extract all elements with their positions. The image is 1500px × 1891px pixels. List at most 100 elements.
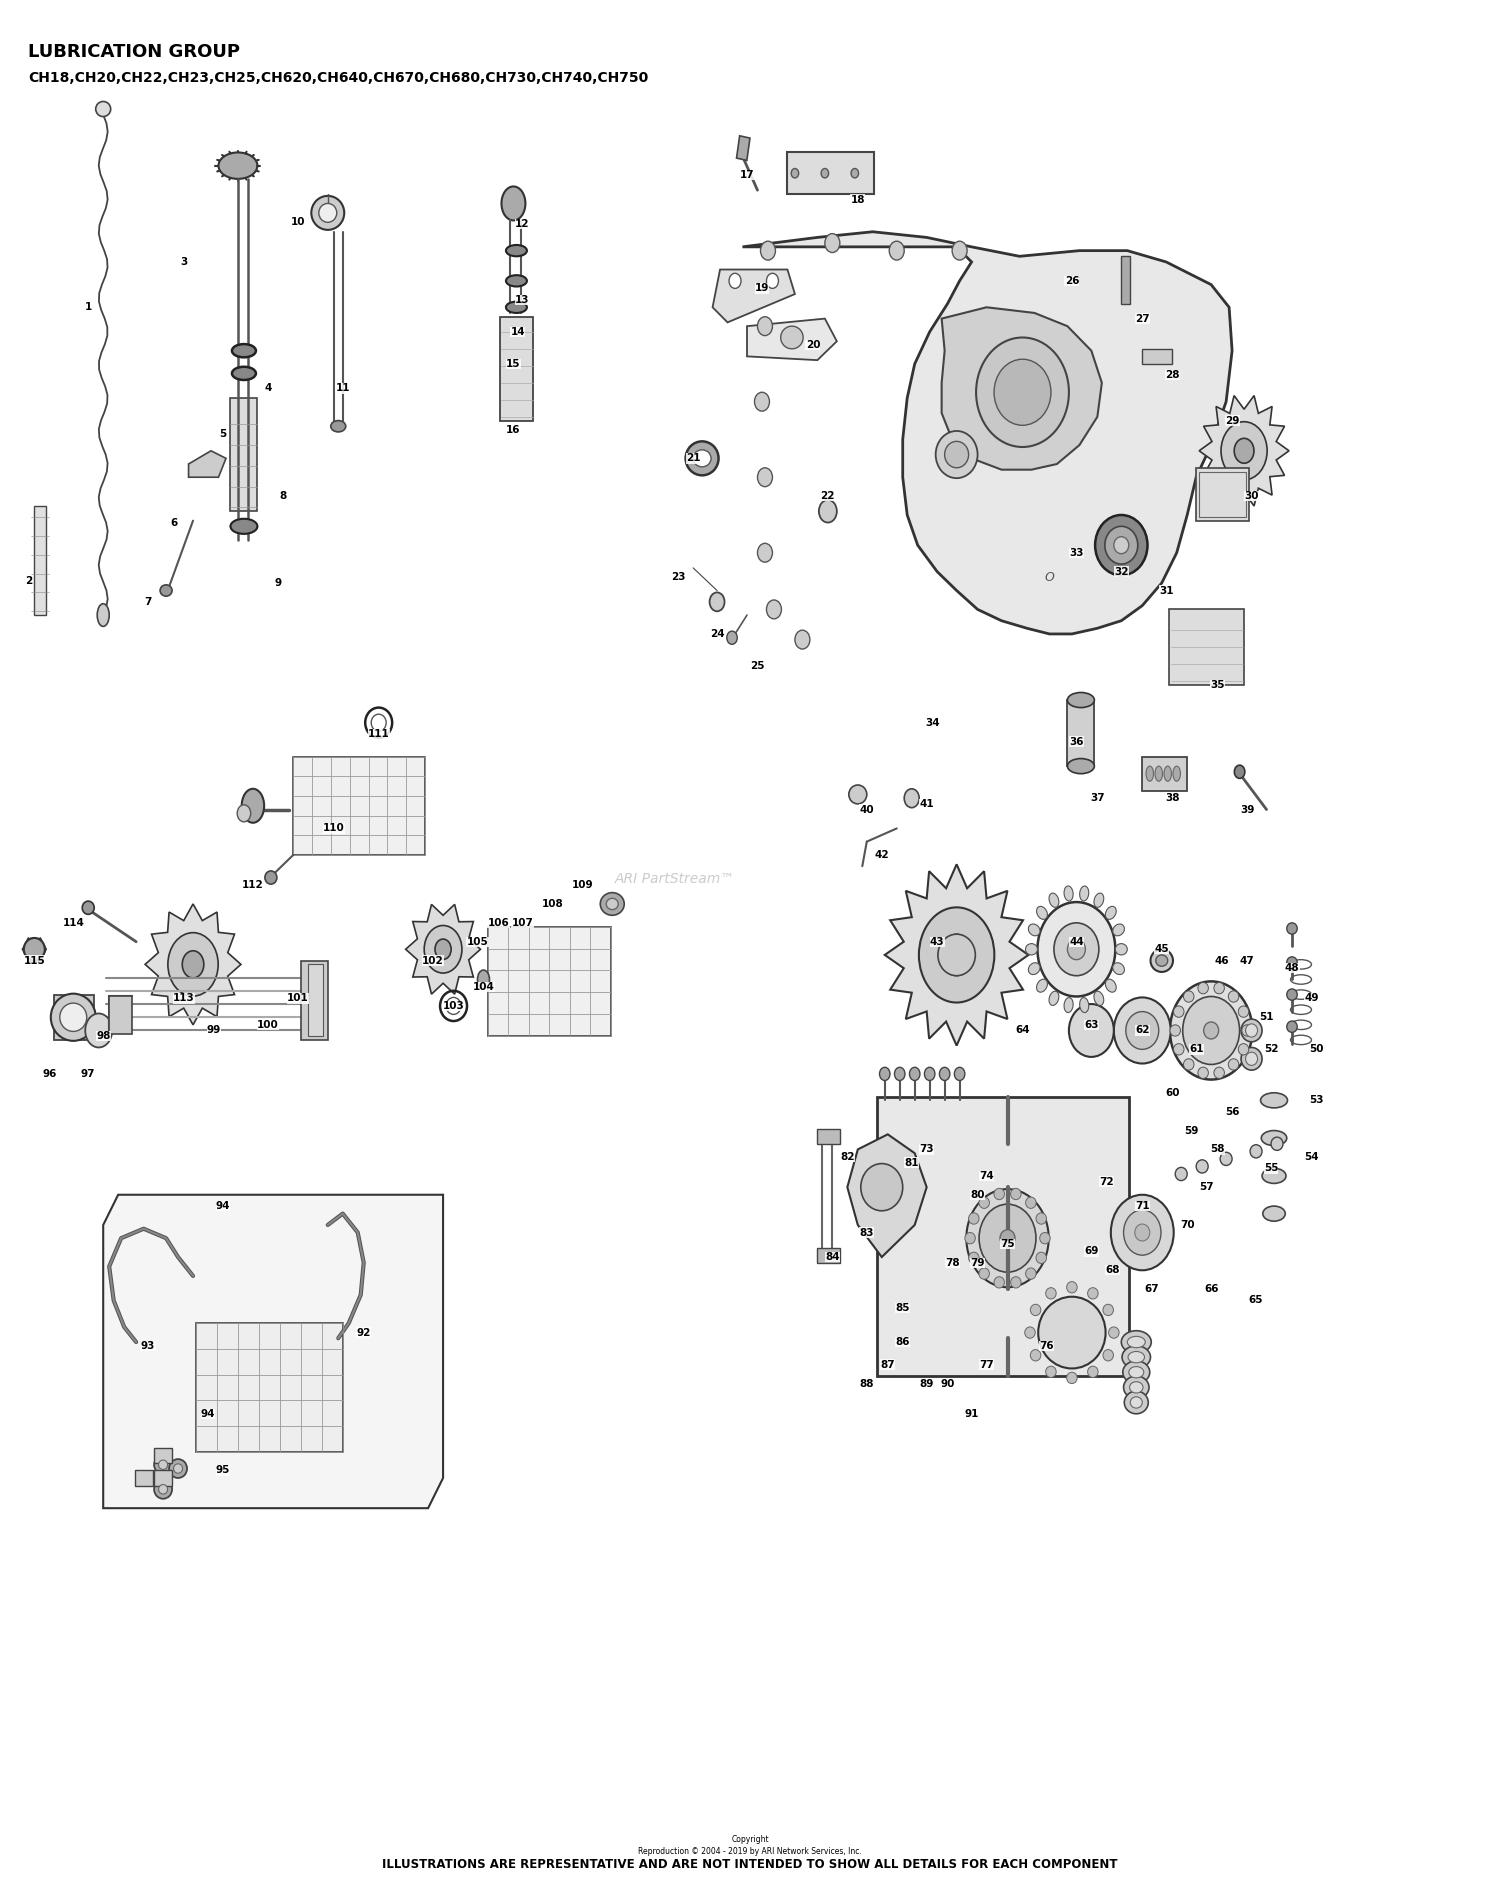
Ellipse shape <box>1240 1048 1262 1070</box>
Text: 6: 6 <box>170 518 177 528</box>
Bar <box>1168 609 1244 685</box>
Text: 105: 105 <box>466 936 489 947</box>
Ellipse shape <box>1245 1023 1257 1036</box>
Text: 74: 74 <box>980 1171 994 1180</box>
Text: 107: 107 <box>512 917 534 928</box>
Ellipse shape <box>1155 766 1162 781</box>
Text: 13: 13 <box>514 295 529 304</box>
Text: 34: 34 <box>926 719 940 728</box>
Ellipse shape <box>861 1163 903 1210</box>
Text: 55: 55 <box>1264 1163 1278 1172</box>
Text: 21: 21 <box>686 454 700 463</box>
Bar <box>818 1129 840 1144</box>
Text: 35: 35 <box>1210 681 1224 690</box>
Ellipse shape <box>242 789 264 823</box>
Polygon shape <box>146 904 242 1025</box>
Text: 114: 114 <box>63 917 84 928</box>
Text: 45: 45 <box>1155 944 1168 955</box>
Text: 26: 26 <box>1065 276 1078 286</box>
Ellipse shape <box>1036 906 1047 919</box>
Text: 72: 72 <box>1100 1176 1113 1186</box>
Ellipse shape <box>1240 1019 1262 1042</box>
Polygon shape <box>885 864 1029 1046</box>
Ellipse shape <box>766 599 782 618</box>
Text: 109: 109 <box>572 879 592 891</box>
Text: ARI PartStream™: ARI PartStream™ <box>615 872 735 887</box>
Bar <box>788 153 874 195</box>
Text: 84: 84 <box>825 1252 840 1261</box>
Ellipse shape <box>1170 981 1252 1080</box>
Ellipse shape <box>506 246 526 257</box>
Ellipse shape <box>1011 1276 1022 1288</box>
Text: 85: 85 <box>896 1303 910 1312</box>
Ellipse shape <box>890 242 904 261</box>
Ellipse shape <box>1260 1093 1287 1108</box>
Text: 9: 9 <box>274 579 282 588</box>
Ellipse shape <box>909 1067 920 1080</box>
Text: 97: 97 <box>81 1068 96 1080</box>
Ellipse shape <box>1173 766 1180 781</box>
Ellipse shape <box>1040 1233 1050 1244</box>
Ellipse shape <box>506 303 526 312</box>
Ellipse shape <box>231 518 258 533</box>
Ellipse shape <box>1128 1352 1144 1363</box>
Ellipse shape <box>964 1233 975 1244</box>
Text: 64: 64 <box>1016 1025 1031 1036</box>
Bar <box>1143 756 1186 790</box>
Ellipse shape <box>994 359 1052 425</box>
Ellipse shape <box>1088 1365 1098 1377</box>
Text: 80: 80 <box>970 1189 986 1199</box>
Text: 39: 39 <box>1240 804 1254 815</box>
Ellipse shape <box>1046 1288 1056 1299</box>
Ellipse shape <box>1128 1337 1146 1348</box>
Text: LUBRICATION GROUP: LUBRICATION GROUP <box>28 43 240 61</box>
Text: 94: 94 <box>201 1409 216 1418</box>
Ellipse shape <box>1026 1197 1036 1208</box>
Text: 91: 91 <box>964 1409 980 1418</box>
Ellipse shape <box>320 204 338 223</box>
Ellipse shape <box>1124 1377 1149 1399</box>
Ellipse shape <box>1024 1327 1035 1339</box>
Ellipse shape <box>606 898 618 910</box>
Text: 29: 29 <box>1226 416 1239 425</box>
Ellipse shape <box>160 584 172 596</box>
Bar <box>154 1471 172 1486</box>
Text: 49: 49 <box>1304 993 1318 1004</box>
Ellipse shape <box>1080 887 1089 900</box>
Ellipse shape <box>1122 1346 1150 1369</box>
Text: 100: 100 <box>256 1019 279 1031</box>
Ellipse shape <box>501 187 525 221</box>
Ellipse shape <box>1131 1397 1143 1409</box>
Ellipse shape <box>1064 887 1072 900</box>
Ellipse shape <box>1196 1159 1208 1172</box>
Text: 110: 110 <box>322 823 345 834</box>
Bar <box>309 964 324 1036</box>
Ellipse shape <box>1262 1169 1286 1184</box>
Polygon shape <box>712 270 795 321</box>
Ellipse shape <box>1113 963 1125 974</box>
Ellipse shape <box>945 441 969 467</box>
Ellipse shape <box>1030 1305 1041 1316</box>
Ellipse shape <box>183 951 204 978</box>
Ellipse shape <box>758 543 772 562</box>
Ellipse shape <box>1106 906 1116 919</box>
Ellipse shape <box>969 1212 980 1223</box>
Ellipse shape <box>96 102 111 117</box>
Ellipse shape <box>1245 1051 1257 1065</box>
Text: 2: 2 <box>24 577 32 586</box>
Ellipse shape <box>1102 1350 1113 1362</box>
Text: 115: 115 <box>24 955 45 966</box>
Text: 60: 60 <box>1166 1087 1179 1099</box>
Ellipse shape <box>894 1067 904 1080</box>
Ellipse shape <box>1036 1252 1047 1263</box>
Text: 71: 71 <box>1136 1201 1149 1210</box>
Text: 92: 92 <box>357 1327 370 1337</box>
Text: 24: 24 <box>710 630 724 639</box>
Ellipse shape <box>1029 925 1039 936</box>
Ellipse shape <box>904 789 920 807</box>
Bar <box>110 997 132 1034</box>
Ellipse shape <box>940 934 974 976</box>
Polygon shape <box>742 233 1232 633</box>
Bar <box>818 1248 840 1263</box>
Text: 104: 104 <box>472 981 495 993</box>
